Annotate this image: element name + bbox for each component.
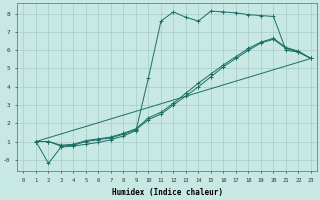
X-axis label: Humidex (Indice chaleur): Humidex (Indice chaleur) xyxy=(112,188,223,197)
